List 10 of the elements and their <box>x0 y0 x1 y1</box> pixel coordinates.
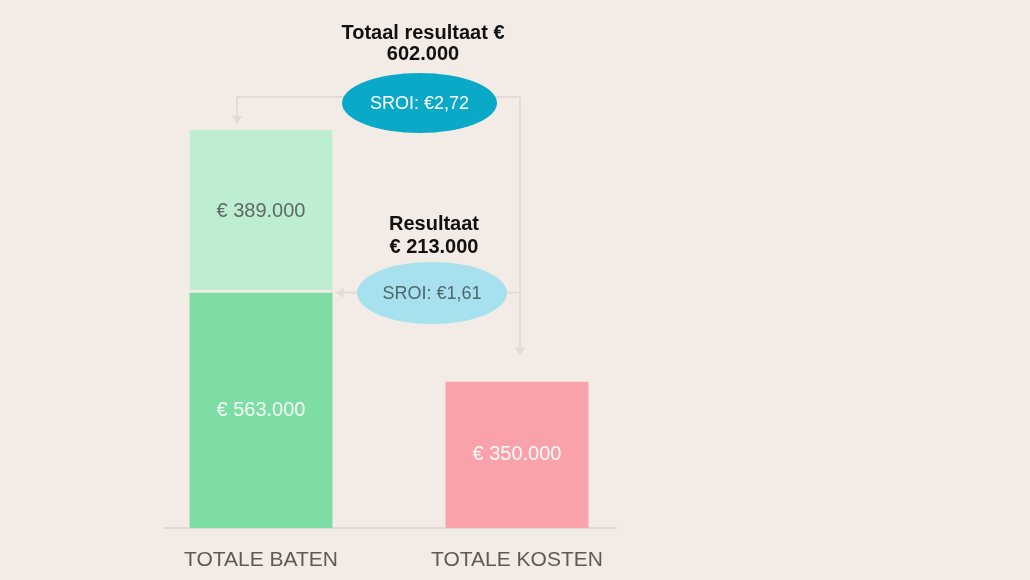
x-tick-label: TOTALE BATEN <box>183 547 339 571</box>
text: Totaal resultaat € 602.000 <box>340 21 506 64</box>
data-label: € 350.000 <box>472 442 562 465</box>
data-label: € 389.000 <box>216 198 306 221</box>
data-label: € 563.000 <box>216 397 306 420</box>
x-tick-label: TOTALE KOSTEN <box>431 547 603 571</box>
annotation: Resultaat € 213.000 <box>388 212 480 258</box>
annotation: SROI: €1,61 <box>382 282 482 304</box>
oval-badge: SROI: €1,61 <box>357 262 507 324</box>
oval-badge: SROI: €2,72 <box>342 73 497 133</box>
